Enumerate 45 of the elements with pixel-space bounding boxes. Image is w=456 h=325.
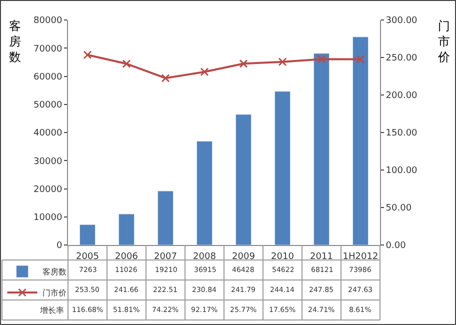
- bar: [313, 53, 330, 245]
- x-tick-label: 2006: [115, 252, 138, 262]
- x-tick-label: 2005: [76, 252, 99, 262]
- x-tick-label: 2009: [232, 252, 256, 262]
- point: [122, 60, 131, 68]
- point: [83, 50, 92, 60]
- point: [200, 68, 209, 76]
- point: [356, 55, 365, 64]
- y-tick-label: 80000: [34, 16, 62, 26]
- y2-tick-label: 0.00: [386, 241, 406, 252]
- y2-axis-title: 门市价: [437, 19, 450, 64]
- y2-tick-label: 300.00: [386, 16, 418, 26]
- y2-tick-label: 50.00: [386, 204, 412, 214]
- x-tick-label: 2011: [310, 252, 333, 262]
- bar: [352, 36, 369, 245]
- point: [161, 74, 170, 82]
- y-tick-label: 20000: [34, 184, 62, 195]
- y-tick-label: 10000: [34, 213, 62, 224]
- y-axis-title: 客房数: [9, 19, 21, 64]
- text: 增长率: [39, 306, 64, 315]
- y2-tick-label: 200.00: [386, 91, 418, 102]
- bar: [196, 140, 213, 245]
- y2-tick-label: 150.00: [386, 128, 418, 139]
- y2-tick-label: 100.00: [386, 166, 418, 176]
- bar: [274, 91, 291, 245]
- bar: [118, 214, 135, 245]
- y-tick-label: 40000: [34, 128, 62, 139]
- y-tick-label: 30000: [34, 156, 62, 167]
- y-tick-label: 0: [56, 241, 62, 252]
- y2-tick-label: 250.00: [386, 54, 418, 64]
- legend-label: 客房数: [42, 268, 66, 277]
- x-tick-label: 2010: [271, 252, 294, 262]
- y-tick-label: 70000: [34, 44, 62, 54]
- x-tick-label: 1H2012: [342, 252, 378, 262]
- y-tick-label: 50000: [34, 100, 62, 111]
- point: [317, 54, 326, 64]
- legend-label: 门市价: [42, 288, 66, 298]
- point: [239, 59, 248, 68]
- bar: [79, 224, 96, 245]
- x-tick-label: 2008: [193, 252, 216, 262]
- bar: [235, 114, 252, 245]
- x-tick-label: 2007: [154, 252, 177, 262]
- point: [278, 58, 287, 66]
- y-tick-label: 60000: [34, 72, 62, 82]
- bar: [157, 190, 174, 245]
